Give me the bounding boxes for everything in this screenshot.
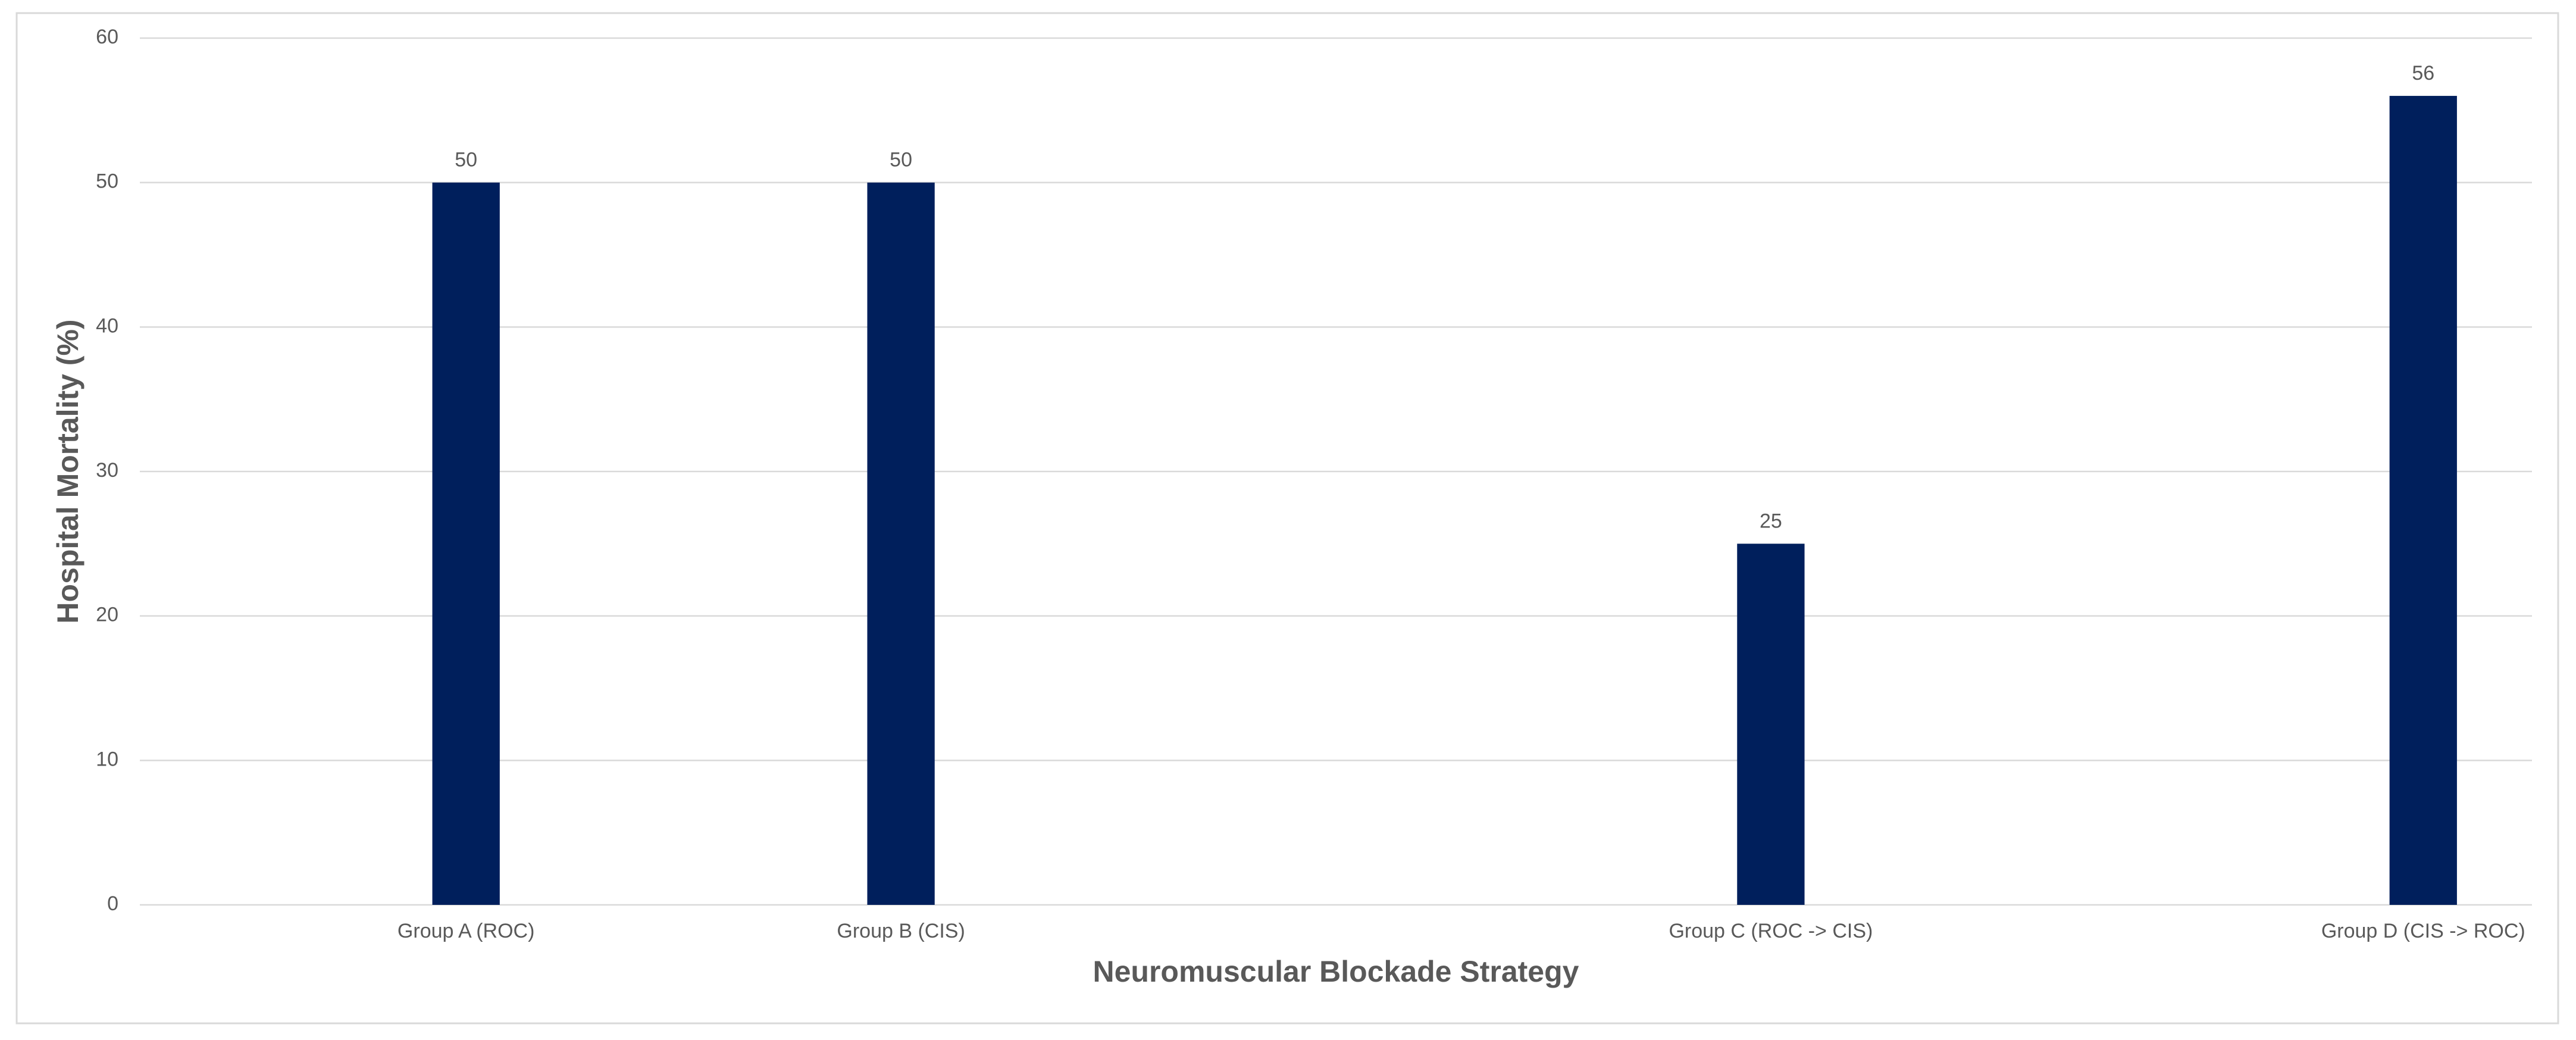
y-tick-label: 40 [96, 314, 118, 337]
y-tick-label: 0 [107, 892, 118, 915]
chart-frame [15, 12, 2559, 1025]
bar [1737, 544, 1805, 905]
x-tick-label: Group C (ROC -> CIS) [1669, 920, 1873, 942]
y-tick-label: 20 [96, 604, 118, 626]
x-tick-label: Group B (CIS) [837, 920, 965, 942]
bar [2389, 96, 2457, 905]
x-axis-title: Neuromuscular Blockade Strategy [1093, 955, 1579, 988]
data-label: 50 [455, 149, 477, 171]
y-tick-label: 60 [96, 26, 118, 48]
x-tick-label: Group A (ROC) [397, 920, 535, 942]
data-label: 56 [2412, 62, 2434, 85]
y-tick-label: 50 [96, 170, 118, 193]
data-label: 25 [1760, 510, 1782, 532]
y-tick-label: 30 [96, 459, 118, 482]
bar [867, 182, 935, 905]
bar [432, 182, 500, 905]
x-tick-label: Group D (CIS -> ROC) [2321, 920, 2525, 942]
y-axis-title: Hospital Mortality (%) [51, 319, 84, 623]
data-label: 50 [890, 149, 912, 171]
y-tick-label: 10 [96, 748, 118, 770]
